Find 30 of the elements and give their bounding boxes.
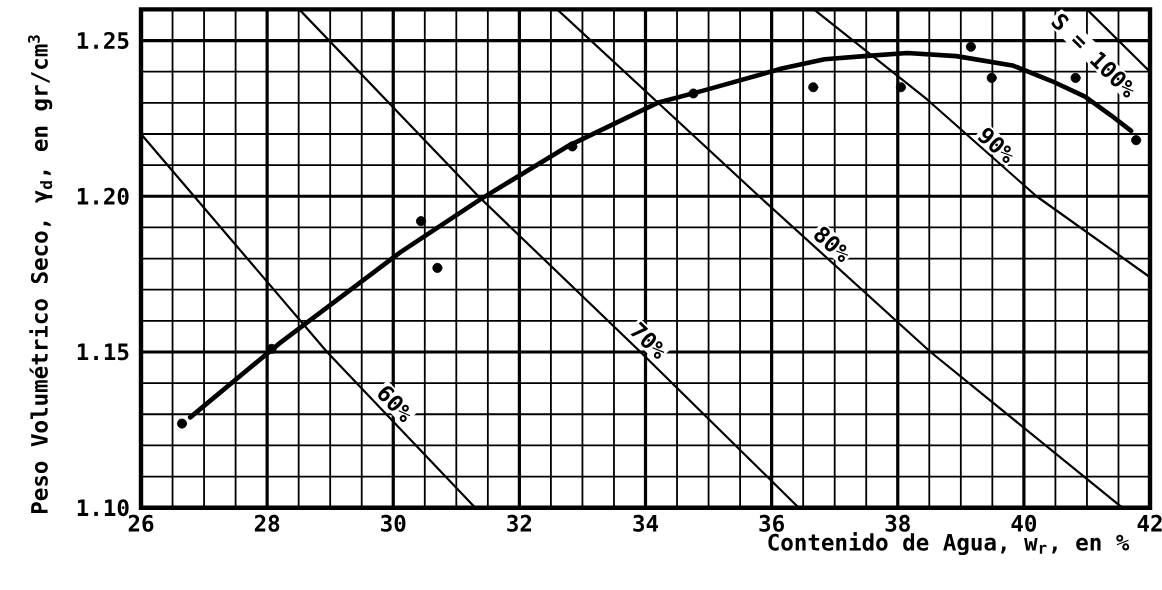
point xyxy=(176,418,187,429)
x-tick-label: 40 xyxy=(1011,514,1037,532)
point xyxy=(965,41,976,52)
y-tick-label: 1.15 xyxy=(77,343,129,361)
point xyxy=(688,88,699,99)
x-tick-label: 28 xyxy=(254,514,280,532)
point xyxy=(1131,135,1142,146)
x-tick-label: 30 xyxy=(381,514,406,532)
x-tick-label: 26 xyxy=(128,514,154,532)
y-axis-title: Peso Volumétrico Seco, γ$_{d}$, en gr/cm$^{3}$ xyxy=(27,35,53,513)
point xyxy=(986,72,997,83)
x-tick-label: 34 xyxy=(633,514,659,532)
x-tick-label: 36 xyxy=(759,514,784,532)
text: 80% xyxy=(814,226,849,262)
point xyxy=(895,82,906,93)
x-tick-label: 32 xyxy=(507,514,532,532)
text: 90% xyxy=(977,127,1013,163)
y-tick-label: 1.20 xyxy=(77,187,129,205)
point xyxy=(808,82,819,93)
point xyxy=(432,262,443,273)
x-tick-label: 38 xyxy=(885,514,910,532)
point xyxy=(1070,72,1081,83)
point xyxy=(567,141,578,152)
text: 70% xyxy=(630,321,665,359)
text: 60% xyxy=(378,386,411,423)
x-tick-label: 42 xyxy=(1137,514,1162,532)
x-axis-title: Contenido de Agua, w$_{r}$, en % xyxy=(768,532,1130,556)
y-tick-label: 1.10 xyxy=(77,499,129,517)
point xyxy=(416,216,426,227)
y-tick-label: 1.25 xyxy=(77,32,129,50)
